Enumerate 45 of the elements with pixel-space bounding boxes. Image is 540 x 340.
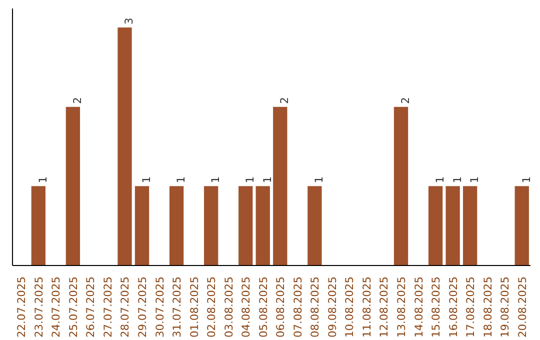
x-tick-label: 06.08.2025 [274, 276, 288, 338]
data-label: 1 [450, 176, 464, 184]
x-tick-label: 09.08.2025 [326, 276, 339, 338]
x-tick-label: 01.08.2025 [188, 276, 201, 338]
x-tick-label: 31.07.2025 [170, 276, 184, 338]
data-label: 2 [399, 97, 412, 104]
x-tick-label: 30.07.2025 [153, 276, 166, 338]
x-tick-label: 03.08.2025 [222, 276, 236, 338]
data-label: 1 [36, 176, 50, 184]
x-tick-label: 12.08.2025 [378, 276, 391, 338]
x-tick-label: 19.08.2025 [498, 276, 512, 338]
x-tick-label: 07.08.2025 [291, 276, 304, 338]
x-tick-label: 24.07.2025 [50, 276, 63, 338]
x-tick-label: 04.08.2025 [240, 276, 253, 338]
data-label: 1 [174, 176, 188, 184]
data-label: 1 [244, 176, 257, 184]
x-tick-label: 11.08.2025 [360, 276, 374, 338]
data-label: 2 [278, 97, 292, 104]
x-tick-label: 20.08.2025 [516, 276, 529, 338]
x-tick-label: 10.08.2025 [343, 276, 356, 338]
x-tick-label: 22.07.2025 [15, 276, 28, 338]
x-tick-label: 28.07.2025 [118, 276, 132, 338]
data-label: 3 [122, 18, 136, 25]
x-tick-label: 29.07.2025 [136, 276, 149, 338]
data-label: 1 [520, 176, 533, 184]
x-tick-label: 14.08.2025 [412, 276, 426, 338]
x-tick-label: 15.08.2025 [430, 276, 443, 338]
x-tick-label: 27.07.2025 [101, 276, 114, 338]
data-label: 1 [140, 176, 153, 184]
data-label: 1 [468, 176, 482, 184]
x-tick-label: 17.08.2025 [464, 276, 478, 338]
x-tick-label: 08.08.2025 [308, 276, 322, 338]
data-label: 1 [209, 176, 222, 184]
data-label: 1 [434, 176, 447, 184]
x-tick-label: 05.08.2025 [256, 276, 270, 338]
x-tick-label: 23.07.2025 [32, 276, 46, 338]
x-tick-label: 18.08.2025 [481, 276, 494, 338]
x-tick-label: 25.07.2025 [66, 276, 80, 338]
data-label: 1 [312, 176, 326, 184]
x-tick-label: 16.08.2025 [446, 276, 460, 338]
data-label: 1 [260, 176, 274, 184]
data-label: 2 [70, 97, 84, 104]
x-tick-label: 13.08.2025 [395, 276, 408, 338]
x-tick-label: 02.08.2025 [205, 276, 218, 338]
x-tick-label: 26.07.2025 [84, 276, 98, 338]
